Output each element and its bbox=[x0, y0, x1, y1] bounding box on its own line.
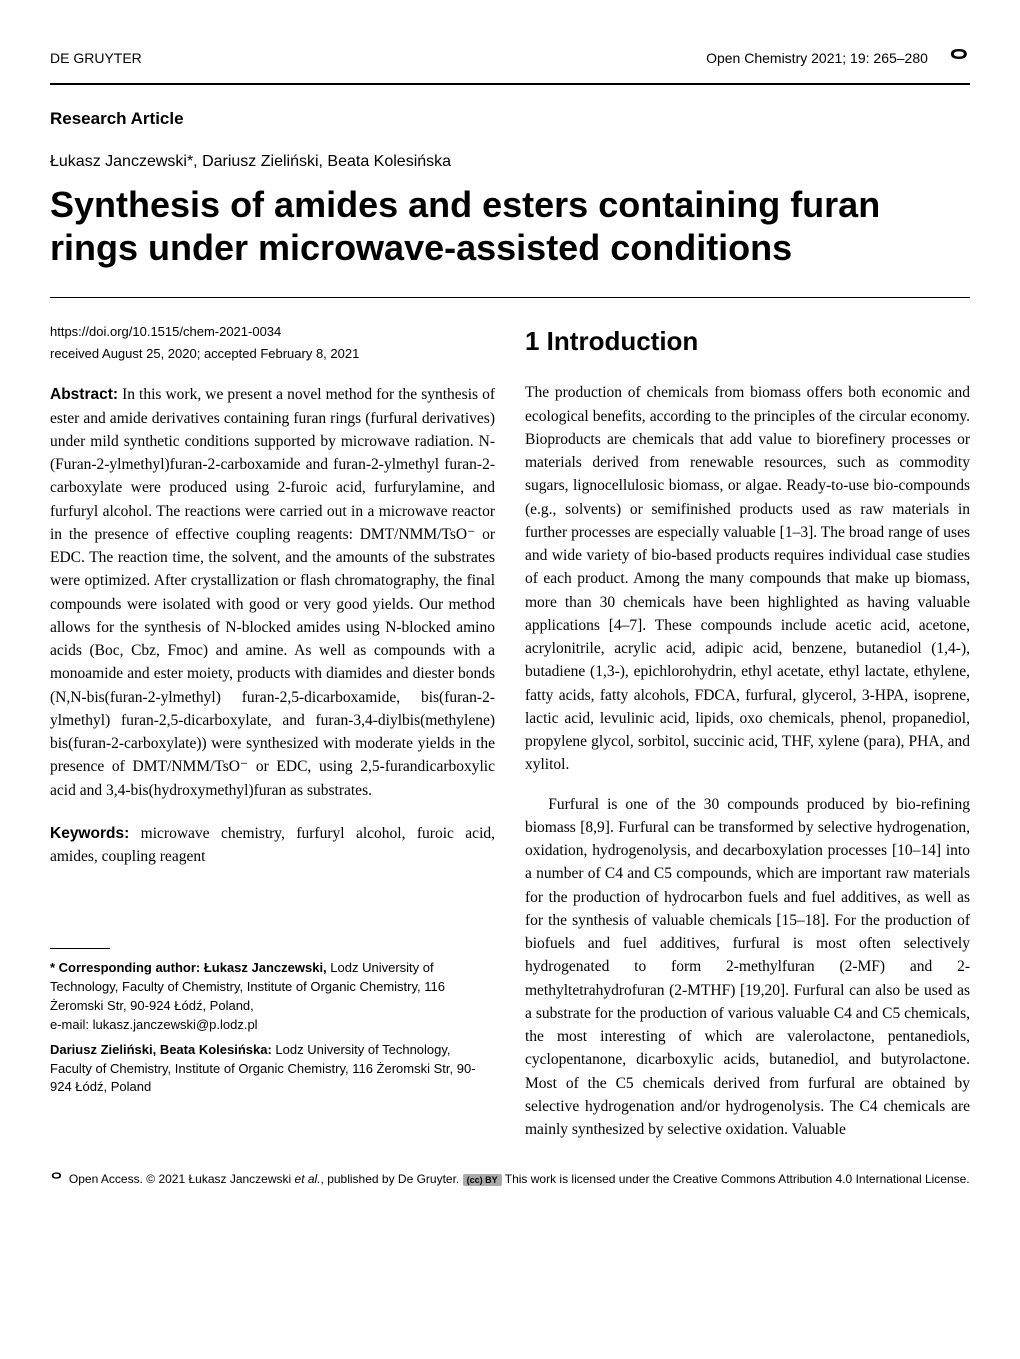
abstract-text: In this work, we present a novel method … bbox=[50, 386, 495, 798]
open-access-small-icon: ᄋ bbox=[50, 1169, 63, 1189]
left-column: https://doi.org/10.1515/chem-2021-0034 r… bbox=[50, 322, 495, 1157]
doi-link[interactable]: https://doi.org/10.1515/chem-2021-0034 bbox=[50, 322, 495, 342]
author-list: Łukasz Janczewski*, Dariusz Zieliński, B… bbox=[50, 153, 970, 171]
footer-text: Open Access. © 2021 Łukasz Janczewski et… bbox=[69, 1172, 970, 1186]
header-right: Open Chemistry 2021; 19: 265–280 ᄋ bbox=[706, 40, 970, 75]
article-title: Synthesis of amides and esters containin… bbox=[50, 183, 970, 269]
coauthor-names: Dariusz Zieliński, Beata Kolesińska: bbox=[50, 1042, 272, 1057]
corr-author-label: * Corresponding author: Łukasz Janczewsk… bbox=[50, 960, 327, 975]
title-divider bbox=[50, 297, 970, 298]
intro-paragraph-2: Furfural is one of the 30 compounds prod… bbox=[525, 793, 970, 1142]
header-divider bbox=[50, 83, 970, 85]
footer-published-by: , published by De Gruyter. bbox=[321, 1172, 463, 1186]
abstract-label: Abstract: bbox=[50, 386, 118, 403]
footer-et-al: et al. bbox=[295, 1172, 321, 1186]
two-column-layout: https://doi.org/10.1515/chem-2021-0034 r… bbox=[50, 322, 970, 1157]
footnote-divider bbox=[50, 948, 110, 949]
keywords-block: Keywords: microwave chemistry, furfuryl … bbox=[50, 822, 495, 869]
open-access-icon: ᄋ bbox=[948, 40, 970, 75]
footer-license: This work is licensed under the Creative… bbox=[502, 1172, 970, 1186]
cc-by-badge: (cc) BY bbox=[463, 1174, 502, 1186]
intro-paragraph-1: The production of chemicals from biomass… bbox=[525, 381, 970, 776]
keywords-label: Keywords: bbox=[50, 825, 129, 842]
journal-info: Open Chemistry 2021; 19: 265–280 bbox=[706, 50, 928, 66]
corr-author-email[interactable]: lukasz.janczewski@p.lodz.pl bbox=[93, 1017, 258, 1032]
coauthor-footnote: Dariusz Zieliński, Beata Kolesińska: Lod… bbox=[50, 1041, 495, 1098]
section-heading: 1 Introduction bbox=[525, 322, 970, 361]
abstract-block: Abstract: In this work, we present a nov… bbox=[50, 383, 495, 802]
license-footer: ᄋ Open Access. © 2021 Łukasz Janczewski … bbox=[50, 1169, 970, 1189]
publisher-name: DE GRUYTER bbox=[50, 50, 142, 66]
corresponding-author-footnote: * Corresponding author: Łukasz Janczewsk… bbox=[50, 959, 495, 1034]
right-column: 1 Introduction The production of chemica… bbox=[525, 322, 970, 1157]
running-header: DE GRUYTER Open Chemistry 2021; 19: 265–… bbox=[50, 40, 970, 75]
footer-open-access: Open Access. © 2021 Łukasz Janczewski bbox=[69, 1172, 295, 1186]
article-dates: received August 25, 2020; accepted Febru… bbox=[50, 344, 495, 364]
email-label: e-mail: bbox=[50, 1017, 93, 1032]
article-type: Research Article bbox=[50, 109, 970, 129]
